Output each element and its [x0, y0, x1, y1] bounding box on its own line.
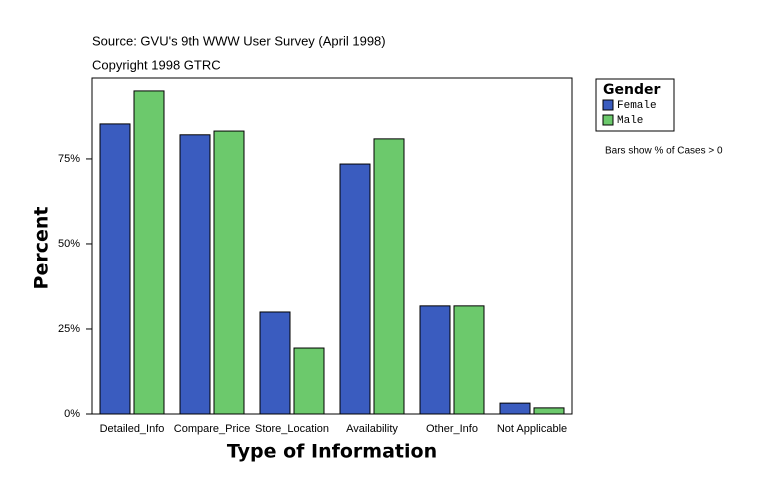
bar [99, 123, 131, 415]
chart-title: Source: GVU's 9th WWW User Survey (April… [92, 33, 386, 48]
x-tick-label: Availability [346, 423, 398, 435]
bar [259, 311, 291, 415]
bar [179, 134, 211, 415]
legend-label: Male [617, 115, 643, 127]
bar [499, 402, 531, 415]
x-tick-label: Other_Info [426, 423, 478, 435]
y-tick-label: 50% [58, 238, 80, 250]
legend-swatch [602, 114, 614, 126]
bar [453, 305, 485, 415]
x-tick-label: Store_Location [255, 423, 329, 435]
bar [419, 305, 451, 415]
bar [213, 130, 245, 415]
x-tick-label: Not Applicable [497, 423, 567, 435]
chart-subtitle: Copyright 1998 GTRC [92, 57, 221, 72]
y-axis-label: Percent [31, 207, 53, 290]
y-tick-label: 75% [58, 153, 80, 165]
y-tick-label: 25% [58, 323, 80, 335]
y-tick-label: 0% [64, 408, 80, 420]
bar [293, 347, 325, 415]
bar [373, 138, 405, 415]
legend-label: Female [617, 100, 657, 112]
bar [133, 90, 165, 415]
legend-swatch [602, 99, 614, 111]
note: Bars show % of Cases > 0 [605, 146, 723, 157]
x-tick-label: Detailed_Info [100, 423, 165, 435]
bar [339, 163, 371, 415]
x-axis-label: Type of Information [227, 441, 437, 463]
x-tick-label: Compare_Price [174, 423, 250, 435]
plot-area [91, 77, 573, 415]
legend-title: Gender [603, 82, 660, 98]
bar [533, 407, 565, 415]
